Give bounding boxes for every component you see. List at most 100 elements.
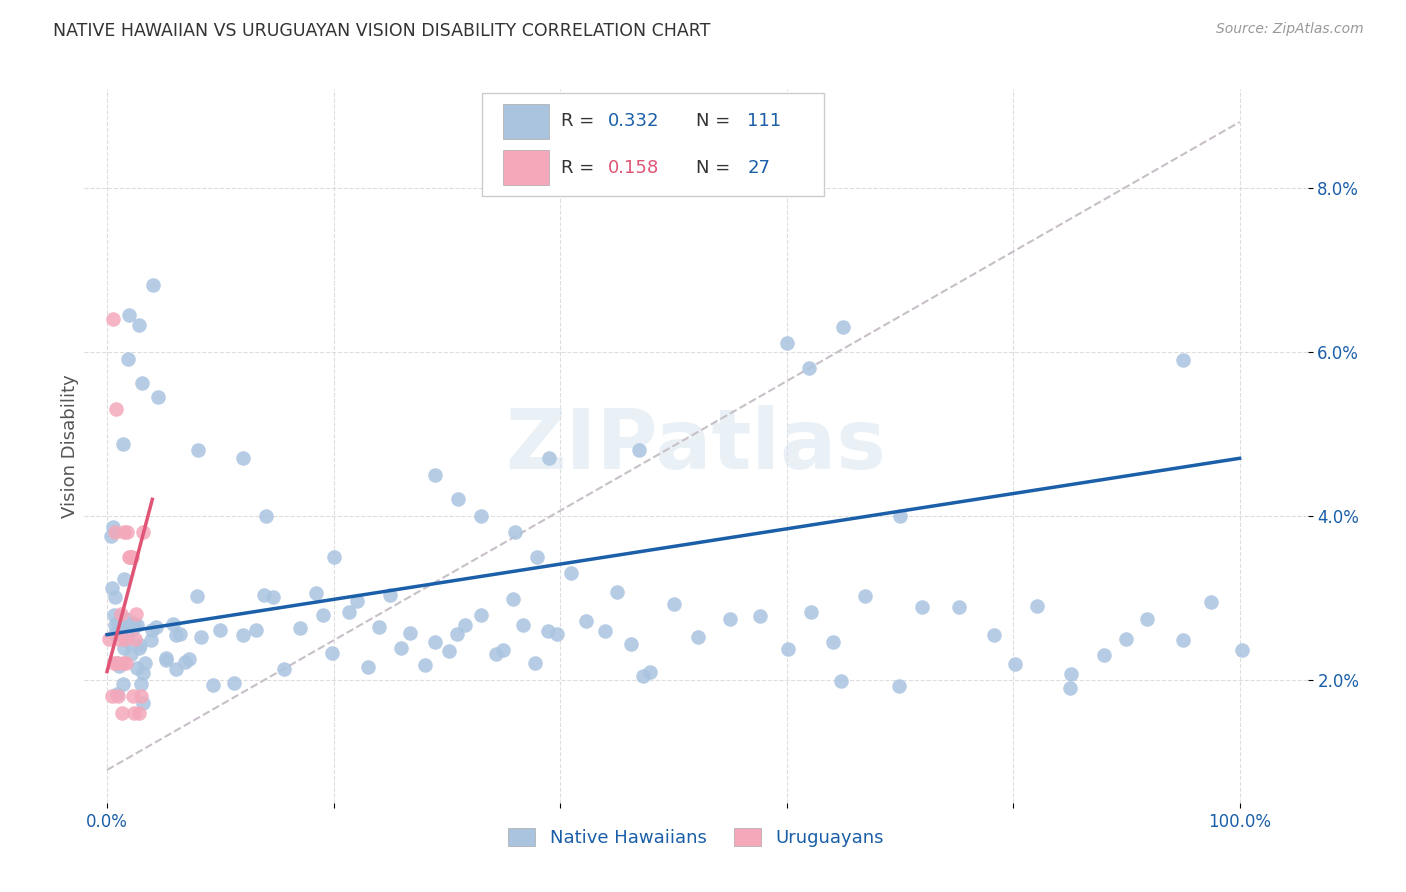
Point: [112, 525, 135, 540]
Point: [179, 652, 201, 666]
Text: ZIPatlas: ZIPatlas: [506, 406, 886, 486]
Point: [312, 607, 335, 622]
Point: [305, 585, 328, 599]
Point: [108, 632, 131, 646]
Point: [662, 598, 685, 612]
Point: [1060, 667, 1083, 681]
Point: [201, 678, 224, 692]
Point: [628, 443, 651, 458]
Point: [115, 611, 138, 625]
Point: [125, 661, 148, 675]
Point: [142, 278, 165, 293]
Point: [111, 677, 134, 691]
Point: [1026, 599, 1049, 613]
Point: [447, 492, 470, 507]
Point: [103, 657, 125, 671]
Point: [114, 624, 136, 639]
Point: [1004, 657, 1026, 671]
Bar: [503, 104, 550, 138]
Point: [231, 628, 253, 642]
Point: [889, 508, 911, 523]
Point: [132, 666, 155, 681]
Point: [111, 657, 134, 671]
Point: [537, 451, 560, 466]
Point: [105, 687, 128, 701]
Point: [425, 467, 447, 482]
Point: [208, 623, 231, 637]
Point: [105, 402, 128, 417]
Point: [125, 607, 148, 622]
Point: [446, 627, 468, 641]
Point: [887, 679, 910, 693]
Point: [111, 706, 134, 720]
Point: [112, 641, 135, 656]
Point: [748, 608, 770, 623]
Point: [800, 605, 823, 619]
Point: [830, 674, 852, 689]
Point: [1230, 642, 1253, 657]
Point: [454, 617, 477, 632]
Point: [107, 689, 129, 703]
Point: [1115, 632, 1137, 647]
Point: [110, 607, 132, 622]
Point: [117, 525, 139, 540]
Point: [129, 689, 152, 703]
FancyBboxPatch shape: [482, 93, 824, 196]
Point: [162, 617, 184, 632]
Point: [121, 623, 143, 637]
Point: [117, 620, 139, 634]
Point: [125, 618, 148, 632]
Point: [253, 589, 276, 603]
Text: 0.332: 0.332: [607, 112, 659, 130]
Point: [1136, 612, 1159, 626]
Point: [100, 689, 122, 703]
Point: [631, 669, 654, 683]
Point: [128, 640, 150, 655]
Point: [575, 614, 598, 628]
Point: [378, 588, 401, 602]
Point: [439, 643, 461, 657]
Point: [832, 320, 855, 334]
Text: Source: ZipAtlas.com: Source: ZipAtlas.com: [1216, 22, 1364, 37]
Text: NATIVE HAWAIIAN VS URUGUAYAN VISION DISABILITY CORRELATION CHART: NATIVE HAWAIIAN VS URUGUAYAN VISION DISA…: [53, 22, 711, 40]
Point: [1171, 352, 1194, 367]
Point: [502, 591, 524, 606]
Point: [262, 590, 284, 604]
Point: [101, 311, 124, 326]
Point: [105, 656, 128, 670]
Point: [245, 623, 267, 637]
Point: [148, 391, 170, 405]
Point: [470, 608, 492, 623]
Point: [337, 605, 360, 619]
Point: [122, 706, 145, 720]
Point: [118, 549, 141, 564]
Point: [118, 309, 141, 323]
Point: [104, 591, 127, 605]
Point: [128, 706, 150, 720]
Point: [470, 508, 492, 523]
Text: 27: 27: [748, 159, 770, 177]
Point: [104, 627, 127, 641]
Legend: Native Hawaiians, Uruguayans: Native Hawaiians, Uruguayans: [501, 821, 891, 855]
Point: [273, 662, 295, 676]
Point: [638, 665, 661, 680]
Point: [104, 525, 127, 540]
Point: [111, 436, 134, 450]
Point: [122, 689, 145, 703]
Text: N =: N =: [696, 159, 735, 177]
Point: [121, 616, 143, 631]
Point: [368, 620, 391, 634]
Point: [290, 621, 312, 635]
Point: [129, 638, 152, 652]
Point: [129, 677, 152, 691]
Text: R =: R =: [561, 112, 600, 130]
Point: [120, 549, 142, 564]
Point: [98, 632, 121, 646]
Point: [190, 631, 212, 645]
Point: [389, 640, 412, 655]
Point: [112, 572, 135, 586]
Text: N =: N =: [696, 112, 735, 130]
Point: [115, 633, 138, 648]
Point: [187, 443, 209, 458]
Text: 0.158: 0.158: [607, 159, 659, 177]
